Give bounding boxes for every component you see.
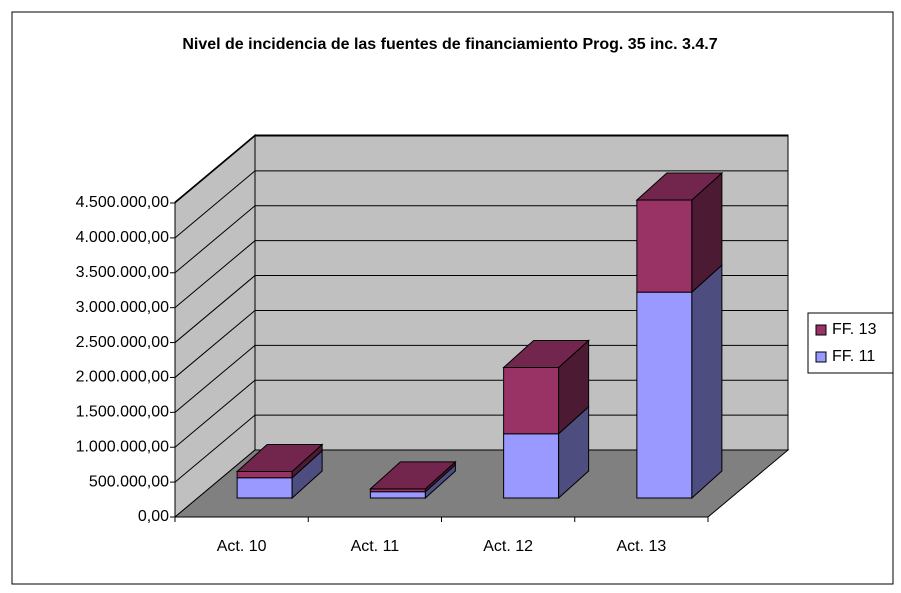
bar-top — [369, 461, 457, 490]
bar-front — [636, 199, 693, 293]
grid-line — [174, 135, 788, 204]
y-tick-label: 2.000.000,00 — [76, 369, 170, 386]
bar-front — [503, 367, 560, 435]
bar-front — [636, 291, 693, 499]
bar-front — [369, 491, 426, 499]
y-tick-label: 1.500.000,00 — [76, 404, 170, 421]
bar-top — [502, 340, 590, 369]
y-tick-label: 4.000.000,00 — [76, 229, 170, 246]
bar-top — [235, 443, 324, 472]
chart-title: Nivel de incidencia de las fuentes de fi… — [182, 36, 718, 53]
legend-swatch — [815, 324, 827, 336]
y-tick-label: 500.000,00 — [89, 473, 169, 490]
bar-front — [236, 470, 293, 479]
grid-line — [174, 414, 788, 483]
x-tick-label: Act. 10 — [217, 538, 267, 555]
bar-front — [503, 433, 560, 499]
grid-line — [174, 170, 788, 239]
legend-box — [807, 312, 894, 374]
x-tick-label: Act. 13 — [616, 538, 666, 555]
legend-label: FF. 11 — [832, 348, 875, 365]
grid-line — [174, 275, 788, 343]
grid-line — [174, 309, 788, 378]
x-tick-label: Act. 11 — [351, 538, 400, 555]
y-tick-label: 1.000.000,00 — [76, 438, 170, 455]
bar-top — [635, 172, 724, 201]
legend-swatch — [815, 351, 827, 363]
grid-line — [174, 379, 788, 448]
grid-line — [174, 344, 788, 413]
grid-line — [174, 205, 788, 274]
y-tick-label: 4.500.000,00 — [76, 194, 170, 211]
bar-side — [691, 264, 723, 500]
bar-front — [236, 477, 293, 499]
x-tick-label: Act. 12 — [483, 538, 533, 555]
legend-label: FF. 13 — [832, 321, 877, 338]
y-tick-label: 2.500.000,00 — [76, 334, 170, 351]
y-tick-label: 3.500.000,00 — [76, 264, 170, 281]
grid-line — [174, 240, 788, 309]
y-tick-label: 0,00 — [138, 508, 169, 525]
y-tick-label: 3.000.000,00 — [76, 299, 170, 316]
